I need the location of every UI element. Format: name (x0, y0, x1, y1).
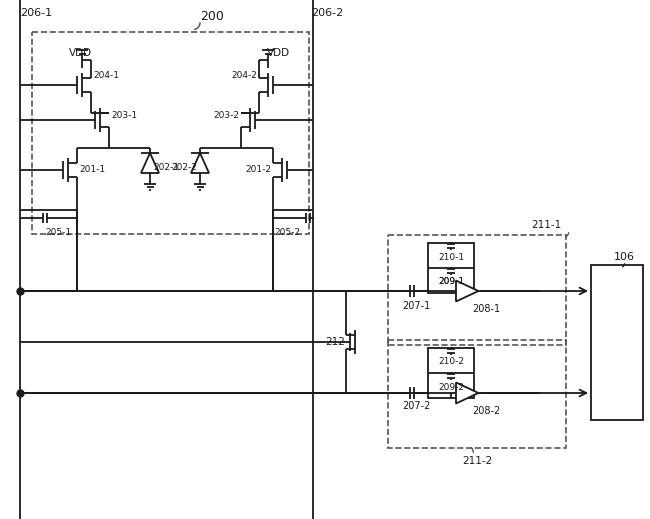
Polygon shape (456, 280, 478, 302)
Text: VDD: VDD (267, 48, 290, 58)
Bar (428, 348, 474, 398)
Text: 201-1: 201-1 (79, 166, 105, 174)
Text: 206-2: 206-2 (311, 8, 343, 18)
Text: 204-2: 204-2 (231, 71, 257, 79)
Text: 207-2: 207-2 (402, 401, 430, 411)
Text: 209-1: 209-1 (438, 278, 464, 286)
FancyArrowPatch shape (195, 23, 200, 30)
Text: 201-2: 201-2 (245, 166, 271, 174)
Bar (388, 235, 566, 345)
Text: 208-1: 208-1 (472, 304, 500, 314)
Text: 205-2: 205-2 (274, 228, 300, 237)
Text: 204-1: 204-1 (93, 71, 119, 79)
Text: VDD: VDD (69, 48, 92, 58)
Text: 211-2: 211-2 (462, 456, 492, 466)
Text: 206-1: 206-1 (20, 8, 52, 18)
Text: 200: 200 (200, 10, 224, 23)
FancyArrowPatch shape (566, 233, 569, 237)
Text: 203-2: 203-2 (213, 111, 239, 119)
FancyArrowPatch shape (623, 264, 625, 267)
Text: 210-2: 210-2 (438, 358, 464, 366)
Text: 211-1: 211-1 (531, 220, 561, 230)
Bar (428, 243, 474, 293)
Text: 209-2: 209-2 (438, 383, 464, 391)
Text: 212: 212 (325, 337, 345, 347)
Bar (591, 265, 643, 420)
Text: 208-2: 208-2 (472, 406, 500, 416)
Text: 202-1: 202-1 (153, 162, 179, 171)
Text: 106: 106 (614, 252, 635, 262)
FancyArrowPatch shape (471, 447, 473, 452)
Text: 207-1: 207-1 (402, 301, 430, 311)
Bar (388, 340, 566, 448)
Text: 202-2: 202-2 (171, 162, 197, 171)
Text: 210-1: 210-1 (438, 253, 464, 262)
Bar (32, 32, 309, 234)
Text: 203-1: 203-1 (111, 111, 137, 119)
Text: 209-1: 209-1 (438, 278, 464, 286)
Text: 205-1: 205-1 (45, 228, 71, 237)
Polygon shape (456, 383, 478, 403)
